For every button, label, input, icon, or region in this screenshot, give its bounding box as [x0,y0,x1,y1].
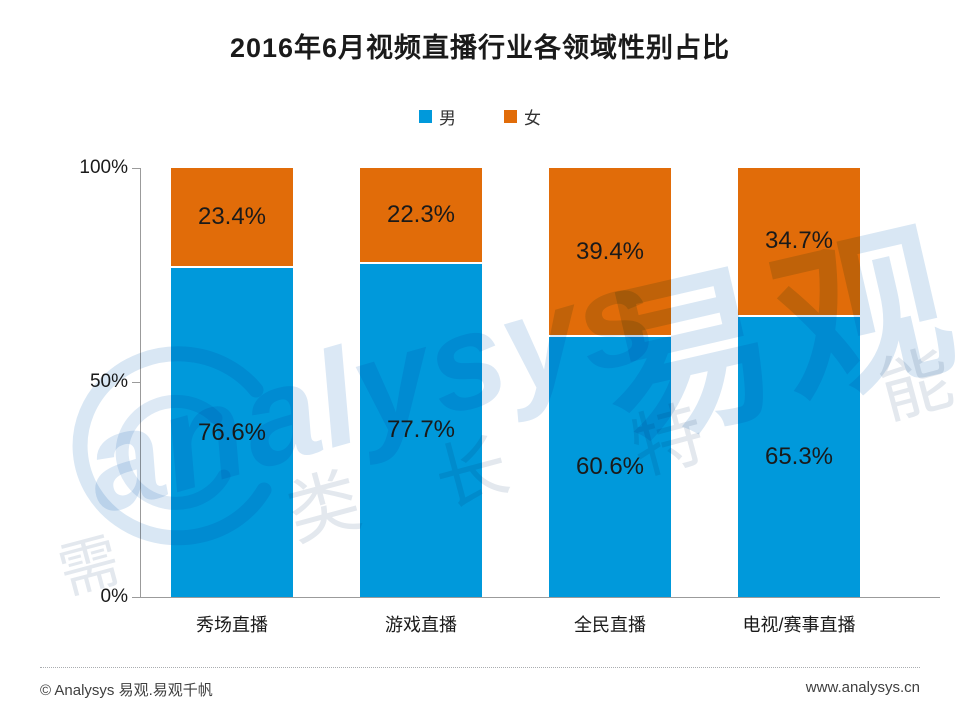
legend: 男女 [0,104,960,129]
chart-title: 2016年6月视频直播行业各领域性别占比 [229,33,731,63]
bar-group: 22.3% 77.7% [360,168,482,597]
bar-segment-male: 60.6% [549,337,671,597]
category-label: 全民直播 [574,615,646,635]
bar-value-label-male: 76.6% [197,418,267,446]
bar-group: 39.4% 60.6% [549,168,671,597]
bar-segment-female: 22.3% [360,168,482,264]
bar-segment-female: 34.7% [738,168,860,317]
y-axis-tick-0 [132,597,140,598]
bar-value-label-female: 34.7% [764,227,834,255]
category-label: 秀场直播 [196,615,268,635]
legend-swatch [504,110,517,123]
bar-value-label-male: 60.6% [575,453,645,480]
bar-value-label-female: 39.4% [575,237,645,265]
category-label: 游戏直播 [385,615,457,635]
legend-label: 男 [439,109,456,128]
y-axis-tick-50 [132,382,140,383]
y-axis-label-100: 100% [79,157,128,178]
category-label: 电视/赛事直播 [742,615,856,635]
bar-value-label-female: 23.4% [197,203,267,231]
legend-item-female: 女 [504,104,541,129]
bar-segment-male: 77.7% [360,263,482,597]
x-axis-line [140,597,940,598]
legend-label: 女 [524,109,541,128]
y-axis-label-0: 0% [100,586,128,607]
y-axis-label-50: 50% [89,371,128,392]
y-axis-tick-100 [132,168,140,169]
footer-url: www.analysys.cn [805,679,920,696]
bar-segment-female: 23.4% [171,168,293,269]
bar-value-label-male: 77.7% [386,416,456,444]
bar-segment-female: 39.4% [549,168,671,338]
plot-area: 23.4% 76.6% 22.3% 77.7% 39.4% 60.6% 34.7% 65.3% [140,168,940,597]
footer-copyright: © Analysys 易观.易观千帆 [40,682,213,699]
bar-group: 23.4% 76.6% [171,168,293,597]
footer-divider [40,667,920,668]
bar-value-label-female: 22.3% [386,200,456,228]
bar-value-label-male: 65.3% [764,442,834,470]
legend-item-male: 男 [419,104,456,129]
bar-segment-male: 65.3% [738,316,860,597]
legend-swatch [419,110,432,123]
bar-segment-male: 76.6% [171,268,293,597]
bar-group: 34.7% 65.3% [738,168,860,597]
